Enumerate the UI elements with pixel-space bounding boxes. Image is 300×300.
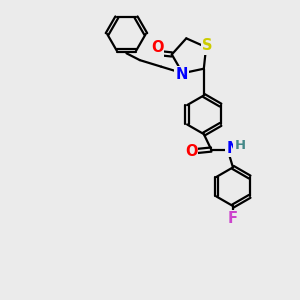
Text: O: O — [151, 40, 163, 55]
Text: N: N — [226, 141, 238, 156]
Text: N: N — [175, 67, 188, 82]
Text: F: F — [228, 211, 238, 226]
Text: S: S — [202, 38, 213, 53]
Text: O: O — [185, 143, 197, 158]
Text: H: H — [235, 139, 246, 152]
